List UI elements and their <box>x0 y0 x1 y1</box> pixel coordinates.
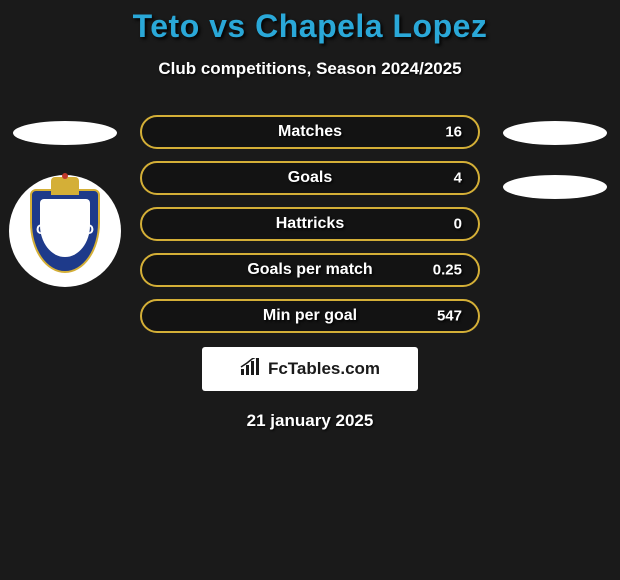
stat-label: Goals per match <box>247 261 372 279</box>
stat-value: 0.25 <box>433 262 462 279</box>
player-placeholder-ellipse <box>503 121 607 145</box>
stat-row-min-per-goal: Min per goal 547 <box>140 299 480 333</box>
page-title: Teto vs Chapela Lopez <box>0 8 620 45</box>
badge-letter: D <box>84 221 94 237</box>
player-placeholder-ellipse <box>13 121 117 145</box>
badge-letter: C <box>36 221 46 237</box>
bar-chart-icon <box>240 358 262 381</box>
right-player-column <box>498 115 612 229</box>
brand-text: FcTables.com <box>268 359 380 379</box>
stat-label: Goals <box>288 169 332 187</box>
stat-label: Matches <box>278 123 342 141</box>
date-label: 21 january 2025 <box>0 411 620 431</box>
stat-value: 4 <box>454 170 462 187</box>
stats-area: C T D Matches 16 Goals 4 Hattricks 0 <box>0 115 620 431</box>
brand-badge: FcTables.com <box>202 347 418 391</box>
stat-label: Hattricks <box>276 215 344 233</box>
subtitle: Club competitions, Season 2024/2025 <box>0 59 620 79</box>
infographic-container: Teto vs Chapela Lopez Club competitions,… <box>0 0 620 431</box>
badge-letter: T <box>61 207 70 223</box>
club-badge-tenerife: C T D <box>9 175 121 287</box>
shield-icon: C T D <box>30 189 100 273</box>
club-placeholder-ellipse <box>503 175 607 199</box>
stat-value: 547 <box>437 308 462 325</box>
stat-row-hattricks: Hattricks 0 <box>140 207 480 241</box>
stat-value: 16 <box>445 124 462 141</box>
stat-row-matches: Matches 16 <box>140 115 480 149</box>
stat-rows: Matches 16 Goals 4 Hattricks 0 Goals per… <box>140 115 480 333</box>
stat-row-goals-per-match: Goals per match 0.25 <box>140 253 480 287</box>
left-player-column: C T D <box>8 115 122 287</box>
stat-label: Min per goal <box>263 307 357 325</box>
stat-row-goals: Goals 4 <box>140 161 480 195</box>
stat-value: 0 <box>454 216 462 233</box>
